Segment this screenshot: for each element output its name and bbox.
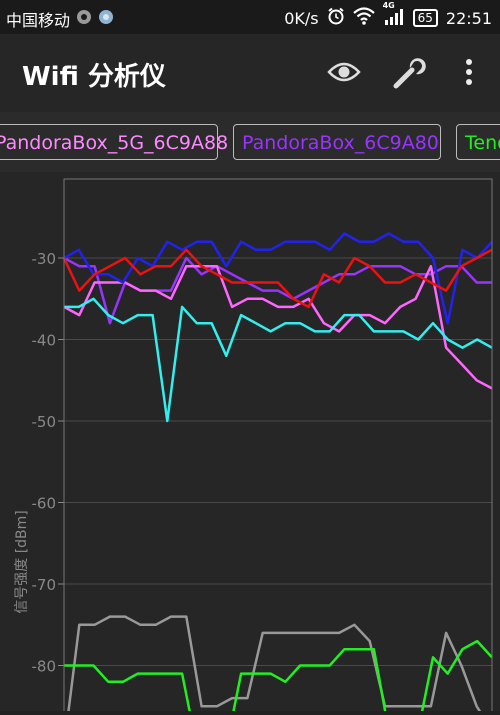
status-bar: 中国移动 0K/s 4G 65 22:51 xyxy=(0,0,500,34)
network-type-label: 4G xyxy=(382,1,395,10)
signal-chart: -30 -40 -50 -60 -70 -80 信号强度 [dBm] xyxy=(0,172,500,715)
cell-signal-icon: 4G xyxy=(383,1,405,29)
y-tick-label: -60 xyxy=(32,495,57,513)
tab-network-1-label: PandoraBox_5G_6C9A88 xyxy=(0,132,229,154)
signal-series-line xyxy=(62,248,493,309)
signal-series-line xyxy=(63,232,493,325)
signal-series-line xyxy=(63,256,492,325)
signal-chart-svg: -30 -40 -50 -60 -70 -80 信号强度 [dBm] xyxy=(14,178,493,715)
settings-button[interactable] xyxy=(390,52,430,92)
plot-frame xyxy=(63,178,493,715)
y-tick-label: -40 xyxy=(32,332,57,350)
eye-button[interactable] xyxy=(324,52,364,92)
signal-series-line xyxy=(66,615,484,715)
battery-icon: 65 xyxy=(412,9,438,27)
tab-network-3[interactable]: Tenda xyxy=(456,124,500,160)
tab-network-3-label: Tenda xyxy=(465,132,500,154)
network-speed: 0K/s xyxy=(284,8,319,28)
y-axis-label: 信号强度 [dBm] xyxy=(14,510,30,614)
signal-series-line xyxy=(63,264,493,390)
y-tick-label: -70 xyxy=(32,576,57,594)
y-tick-label: -50 xyxy=(32,413,57,431)
signal-series-line xyxy=(64,639,493,715)
app-title: Wifi 分析仪 xyxy=(22,62,166,92)
eye-icon xyxy=(327,62,361,82)
clock: 22:51 xyxy=(445,8,492,28)
wrench-icon xyxy=(393,58,426,89)
carrier-label: 中国移动 xyxy=(6,11,71,30)
more-vert-icon xyxy=(466,59,472,85)
y-tick-label: -80 xyxy=(32,658,57,676)
battery-level: 65 xyxy=(417,11,433,25)
notification-dot-icon xyxy=(76,9,92,29)
network-tabs: PandoraBox_5G_6C9A88 PandoraBox_6C9A80 T… xyxy=(0,112,500,172)
alarm-icon xyxy=(327,7,345,29)
app-notification-icon xyxy=(98,9,114,29)
more-options-button[interactable] xyxy=(449,52,489,92)
wifi-icon xyxy=(352,7,375,29)
app-bar: Wifi 分析仪 xyxy=(0,34,500,112)
signal-series-line xyxy=(64,297,493,423)
tab-network-2-label: PandoraBox_6C9A80 xyxy=(242,132,439,154)
tab-network-2[interactable]: PandoraBox_6C9A80 xyxy=(233,124,441,160)
tab-network-1[interactable]: PandoraBox_5G_6C9A88 xyxy=(0,124,228,160)
y-tick-label: -30 xyxy=(32,250,57,268)
